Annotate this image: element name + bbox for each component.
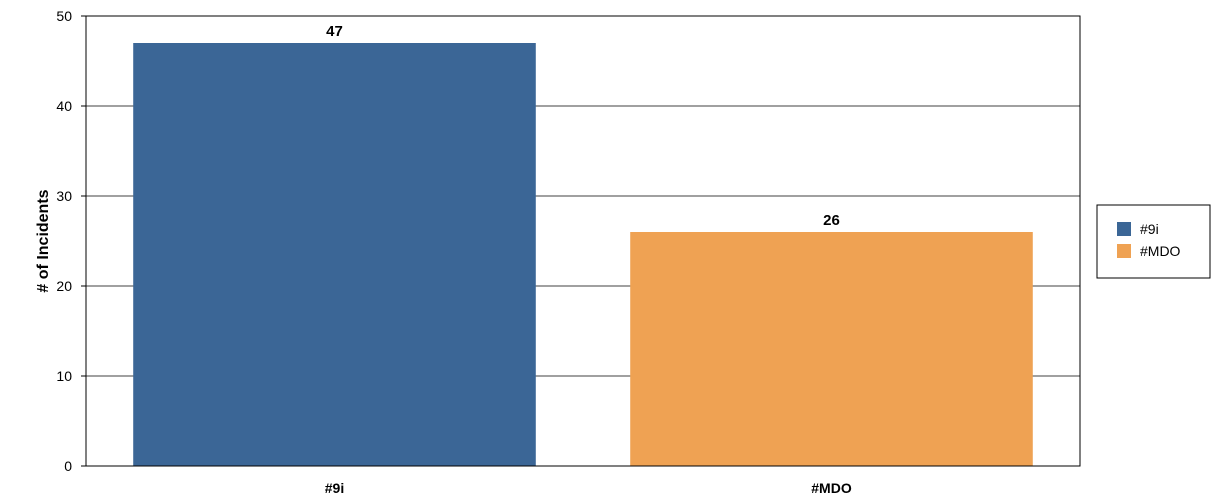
bar-2 [630, 232, 1033, 466]
bar-1 [133, 43, 536, 466]
legend-swatch [1117, 244, 1131, 258]
x-category-label: #9i [325, 480, 344, 496]
y-tick-label: 0 [64, 458, 72, 474]
bars: 47 26 [133, 23, 1033, 466]
legend-label: #MDO [1140, 243, 1181, 259]
y-tick-label: 20 [56, 278, 72, 294]
y-tick-label: 10 [56, 368, 72, 384]
legend: #9i #MDO [1096, 204, 1211, 279]
data-label: 47 [326, 23, 343, 40]
y-axis-ticks: 0 10 20 30 40 50 [56, 8, 86, 474]
x-category-label: #MDO [811, 480, 852, 496]
legend-box [1096, 204, 1211, 279]
y-tick-label: 50 [56, 8, 72, 24]
y-tick-label: 40 [56, 98, 72, 114]
x-axis-categories: #9i #MDO [325, 480, 852, 496]
legend-swatch [1117, 222, 1131, 236]
plot-frame [85, 15, 1081, 467]
data-label: 26 [823, 212, 840, 229]
y-tick-label: 30 [56, 188, 72, 204]
legend-label: #9i [1140, 221, 1159, 237]
y-axis-label: # of Incidents [35, 189, 52, 292]
